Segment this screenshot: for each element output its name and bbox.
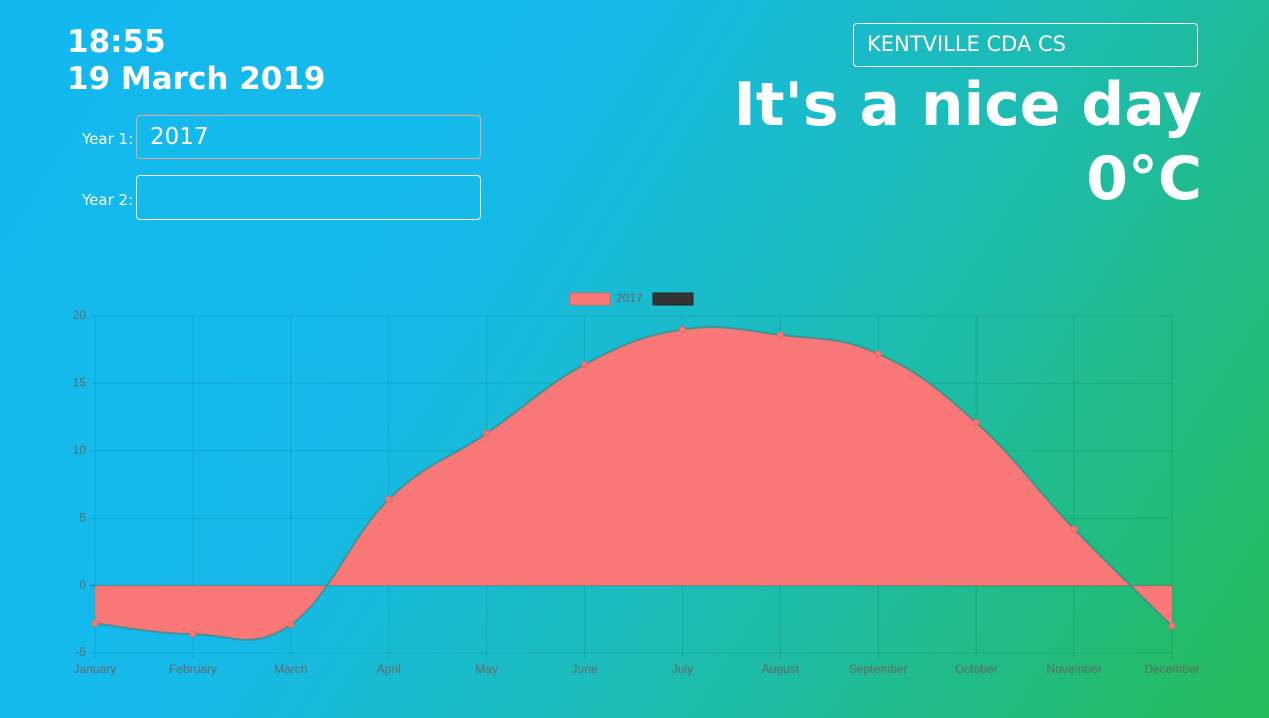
year1-label: Year 1: — [82, 130, 134, 148]
y-tick-label: 10 — [73, 443, 87, 457]
point — [287, 621, 295, 629]
point — [1168, 622, 1176, 630]
time: 18:55 — [67, 24, 166, 60]
year2-label: Year 2: — [82, 191, 134, 209]
x-tick-label: June — [572, 662, 598, 676]
area-fill — [95, 327, 1172, 640]
station: KENTVILLE CDA CS — [867, 32, 1066, 56]
x-tick-label: July — [672, 662, 693, 676]
point — [972, 418, 980, 426]
year2-input[interactable] — [136, 175, 481, 220]
y-tick-label: 5 — [79, 510, 86, 524]
x-tick-label: September — [849, 662, 908, 676]
y-tick-label: 20 — [73, 308, 87, 322]
point — [581, 361, 589, 369]
date: 19 March 2019 — [67, 61, 326, 97]
year1-value: 2017 — [150, 124, 209, 150]
legend-label: 2017 — [616, 291, 643, 305]
message: It's a nice day — [733, 70, 1203, 140]
y-tick-label: 0 — [79, 578, 86, 592]
x-tick-label: January — [74, 662, 117, 676]
point — [1070, 525, 1078, 533]
x-tick-label: February — [169, 662, 217, 676]
x-tick-label: April — [377, 662, 401, 676]
point — [483, 429, 491, 437]
year1-input[interactable]: 2017 — [136, 115, 481, 159]
point — [776, 331, 784, 339]
legend-swatch-empty — [652, 292, 694, 306]
x-tick-label: October — [955, 662, 998, 676]
station-input[interactable]: KENTVILLE CDA CS — [853, 23, 1198, 67]
temperature: 0°C — [1086, 144, 1202, 214]
x-tick-label: March — [274, 662, 307, 676]
x-tick-label: May — [475, 662, 498, 676]
legend-swatch — [569, 292, 611, 306]
point — [678, 325, 686, 333]
point — [385, 495, 393, 503]
x-tick-label: August — [762, 662, 800, 676]
point — [91, 619, 99, 627]
x-tick-label: November — [1046, 662, 1101, 676]
point — [189, 630, 197, 638]
x-tick-label: December — [1144, 662, 1199, 676]
point — [874, 350, 882, 358]
y-tick-label: 15 — [73, 376, 87, 390]
y-tick-label: -5 — [75, 645, 86, 659]
